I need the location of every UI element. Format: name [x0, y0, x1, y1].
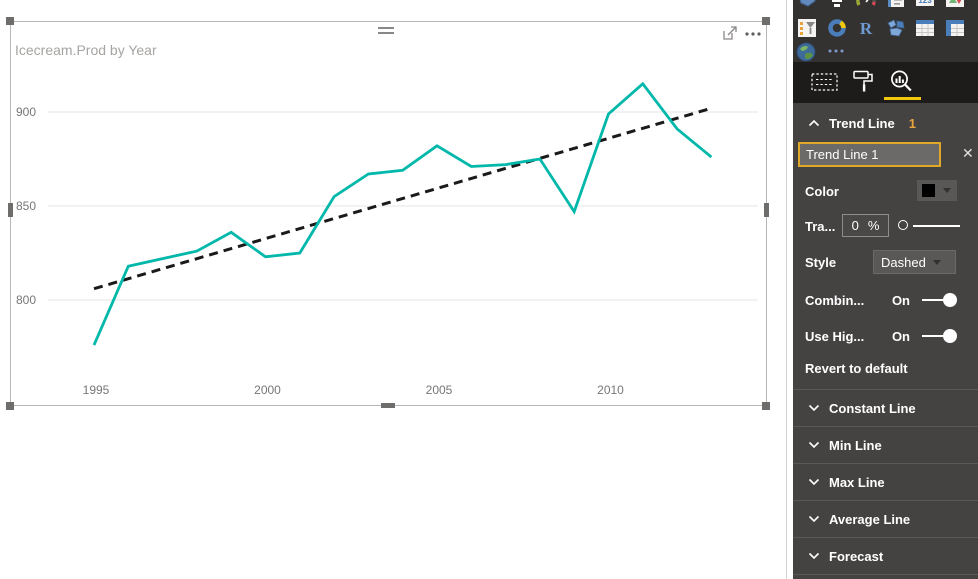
style-value: Dashed [881, 254, 926, 270]
combine-series-toggle[interactable] [922, 293, 957, 307]
visualizations-pane: 123 R [793, 0, 978, 579]
drag-grip-icon[interactable] [378, 24, 394, 34]
color-swatch [922, 184, 935, 197]
section-min-line-label: Min Line [829, 437, 882, 453]
section-forecast[interactable]: Forecast [793, 538, 978, 575]
svg-text:800: 800 [16, 293, 36, 307]
table-icon[interactable] [914, 17, 936, 39]
tab-fields[interactable] [811, 73, 838, 96]
style-row: Style Dashed [793, 250, 978, 274]
section-min-line[interactable]: Min Line [793, 427, 978, 464]
more-visuals-icon[interactable] [826, 42, 848, 62]
collapsed-sections: Constant Line Min Line Max Line Average … [793, 389, 978, 575]
chevron-down-icon [808, 515, 820, 523]
tab-analytics[interactable] [889, 69, 914, 99]
tab-format[interactable] [852, 69, 876, 99]
use-highlight-state: On [891, 328, 910, 344]
use-highlight-row: Use Hig... On [793, 325, 978, 347]
visual-title: Icecream.Prod by Year [15, 42, 157, 58]
line-chart: 900 850 800 1995 2000 2005 2010 [16, 81, 758, 397]
filled-map-icon[interactable] [796, 0, 818, 10]
trend-line-name-input[interactable]: Trend Line 1 [798, 142, 941, 167]
transparency-label: Tra... [805, 218, 836, 234]
svg-text:2010: 2010 [597, 383, 624, 397]
matrix-icon[interactable] [944, 17, 966, 39]
trend-line-color-picker[interactable] [917, 180, 957, 201]
combine-series-label: Combin... [805, 292, 865, 308]
svg-text:2005: 2005 [426, 383, 453, 397]
combine-series-state: On [891, 292, 910, 308]
resize-handle-bottom[interactable] [381, 403, 395, 408]
combine-series-row: Combin... On [793, 289, 978, 311]
color-label: Color [805, 183, 839, 199]
resize-handle-top-left[interactable] [6, 17, 14, 25]
svg-text:R: R [860, 19, 873, 38]
transparency-unit: % [867, 218, 880, 233]
section-trend-line-label: Trend Line [829, 115, 895, 131]
svg-text:2000: 2000 [254, 383, 281, 397]
pane-divider [786, 0, 787, 579]
analytics-pane-content: Trend Line 1 Trend Line 1 ✕ Color Tra...… [793, 103, 978, 579]
resize-handle-bottom-left[interactable] [6, 402, 14, 410]
multi-row-card-icon[interactable] [885, 0, 907, 10]
r-script-icon[interactable]: R [855, 17, 877, 39]
transparency-value: 0 [851, 218, 859, 233]
slider-track [913, 225, 960, 227]
shape-map-icon[interactable] [885, 17, 907, 39]
resize-handle-left[interactable] [8, 203, 13, 217]
active-tab-indicator [884, 97, 921, 100]
svg-text:123: 123 [918, 0, 932, 5]
delete-trend-line-icon[interactable]: ✕ [962, 145, 974, 161]
use-highlight-label: Use Hig... [805, 328, 865, 344]
trend-line-name-row: Trend Line 1 ✕ [793, 142, 978, 169]
trend-line-count: 1 [908, 115, 916, 131]
focus-mode-icon[interactable] [721, 24, 739, 42]
style-dropdown[interactable]: Dashed [873, 250, 956, 274]
slider-knob[interactable] [898, 220, 908, 230]
pane-tabs [793, 62, 978, 103]
chevron-down-icon [932, 259, 941, 265]
svg-text:900: 900 [16, 105, 36, 119]
transparency-input[interactable]: 0 % [842, 214, 889, 237]
section-trend-line[interactable]: Trend Line 1 [793, 109, 978, 137]
gauge-icon[interactable] [855, 0, 877, 10]
donut-chart-icon[interactable] [826, 17, 848, 39]
line-chart-visual[interactable]: Icecream.Prod by Year 900 850 800 1995 2000 2… [6, 17, 770, 410]
section-max-line[interactable]: Max Line [793, 464, 978, 501]
section-constant-line-label: Constant Line [829, 400, 916, 416]
visual-gallery: 123 R [793, 0, 978, 62]
revert-to-default-link[interactable]: Revert to default [805, 361, 908, 376]
chevron-up-icon [808, 119, 820, 127]
color-row: Color [793, 180, 978, 202]
resize-handle-right[interactable] [764, 203, 769, 217]
slicer-icon[interactable] [796, 17, 818, 39]
section-average-line-label: Average Line [829, 511, 911, 527]
arcgis-map-icon[interactable] [796, 42, 818, 62]
section-forecast-label: Forecast [829, 548, 884, 564]
chevron-down-icon [808, 478, 820, 486]
transparency-slider[interactable] [898, 219, 960, 232]
style-label: Style [805, 254, 837, 270]
chevron-down-icon [943, 188, 951, 193]
svg-text:1995: 1995 [83, 383, 110, 397]
section-constant-line[interactable]: Constant Line [793, 390, 978, 427]
use-highlight-toggle[interactable] [922, 329, 957, 343]
section-average-line[interactable]: Average Line [793, 501, 978, 538]
kpi-icon[interactable] [944, 0, 966, 10]
chevron-down-icon [808, 441, 820, 449]
visual-more-options-icon[interactable] [744, 26, 764, 40]
chevron-down-icon [808, 404, 820, 412]
resize-handle-bottom-right[interactable] [762, 402, 770, 410]
funnel-icon[interactable] [826, 0, 848, 10]
section-max-line-label: Max Line [829, 474, 885, 490]
report-canvas[interactable]: Icecream.Prod by Year 900 850 800 1995 2000 2… [0, 0, 786, 579]
resize-handle-top-right[interactable] [762, 17, 770, 25]
transparency-row: Tra... 0 % [793, 214, 978, 238]
card-icon[interactable]: 123 [914, 0, 936, 10]
svg-text:850: 850 [16, 199, 36, 213]
chevron-down-icon [808, 552, 820, 560]
